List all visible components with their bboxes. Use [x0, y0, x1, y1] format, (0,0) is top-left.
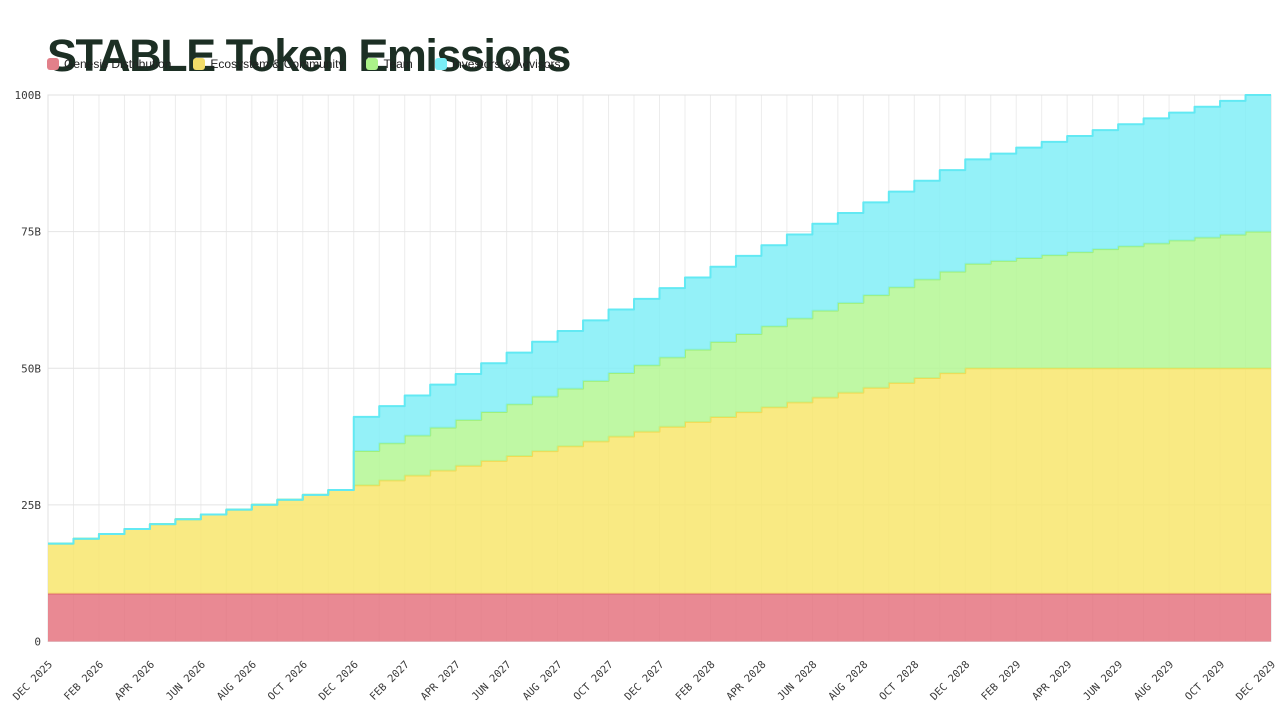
y-tick-label: 25B — [21, 499, 41, 512]
x-tick-label: JUN 2026 — [164, 659, 208, 703]
legend-item-0: Genesis Distribution — [47, 57, 171, 71]
stacked-areas — [48, 94, 1271, 642]
legend-item-1: Ecosystem & Community — [193, 57, 344, 71]
area-1 — [48, 368, 1271, 594]
x-tick-label: DEC 2026 — [317, 659, 361, 703]
legend-swatch-icon — [193, 58, 206, 70]
legend-item-2: Team — [366, 57, 413, 71]
y-axis-labels: 0 25B 50B 75B 100B — [15, 89, 42, 649]
x-tick-label: FEB 2029 — [979, 659, 1023, 703]
x-tick-label: AUG 2026 — [215, 659, 259, 703]
x-tick-label: JUN 2028 — [775, 659, 819, 703]
y-tick-label: 50B — [21, 362, 41, 375]
x-tick-label: FEB 2027 — [368, 659, 412, 703]
x-axis-labels: DEC 2025 FEB 2026 APR 2026 JUN 2026 AUG 2026… — [11, 659, 1278, 703]
area-stroke-3 — [48, 94, 1271, 545]
chart-legend: Genesis Distribution Ecosystem & Communit… — [47, 57, 561, 71]
x-tick-label: OCT 2027 — [571, 659, 615, 703]
x-tick-label: OCT 2029 — [1183, 659, 1227, 703]
x-tick-label: OCT 2028 — [877, 659, 921, 703]
x-tick-label: DEC 2027 — [622, 659, 666, 703]
legend-swatch-icon — [47, 58, 59, 70]
x-tick-label: DEC 2025 — [11, 659, 55, 703]
legend-swatch-icon — [366, 58, 379, 70]
x-tick-label: APR 2027 — [419, 659, 463, 703]
x-tick-label: JUN 2029 — [1081, 659, 1125, 703]
x-tick-label: AUG 2027 — [520, 659, 564, 703]
legend-label: Team — [383, 57, 413, 71]
x-tick-label: FEB 2028 — [673, 659, 717, 703]
x-tick-label: AUG 2028 — [826, 659, 870, 703]
legend-item-3: Investors & Advisors — [434, 57, 561, 71]
legend-label: Genesis Distribution — [64, 57, 172, 71]
y-tick-label: 0 — [34, 636, 41, 649]
legend-label: Ecosystem & Community — [210, 57, 345, 71]
area-0 — [48, 593, 1271, 642]
x-tick-label: DEC 2028 — [928, 659, 972, 703]
x-tick-label: OCT 2026 — [266, 659, 310, 703]
y-tick-label: 75B — [21, 226, 41, 239]
x-tick-label: JUN 2027 — [470, 659, 514, 703]
x-tick-label: DEC 2029 — [1234, 659, 1278, 703]
legend-swatch-icon — [434, 58, 447, 70]
x-tick-label: FEB 2026 — [62, 659, 106, 703]
y-tick-label: 100B — [15, 89, 42, 102]
legend-label: Investors & Advisors — [451, 57, 561, 71]
x-tick-label: APR 2028 — [724, 659, 768, 703]
page-title: STABLE Token Emissions — [47, 30, 571, 82]
x-tick-label: APR 2029 — [1030, 659, 1074, 703]
x-tick-label: APR 2026 — [113, 659, 157, 703]
x-tick-label: AUG 2029 — [1132, 659, 1176, 703]
